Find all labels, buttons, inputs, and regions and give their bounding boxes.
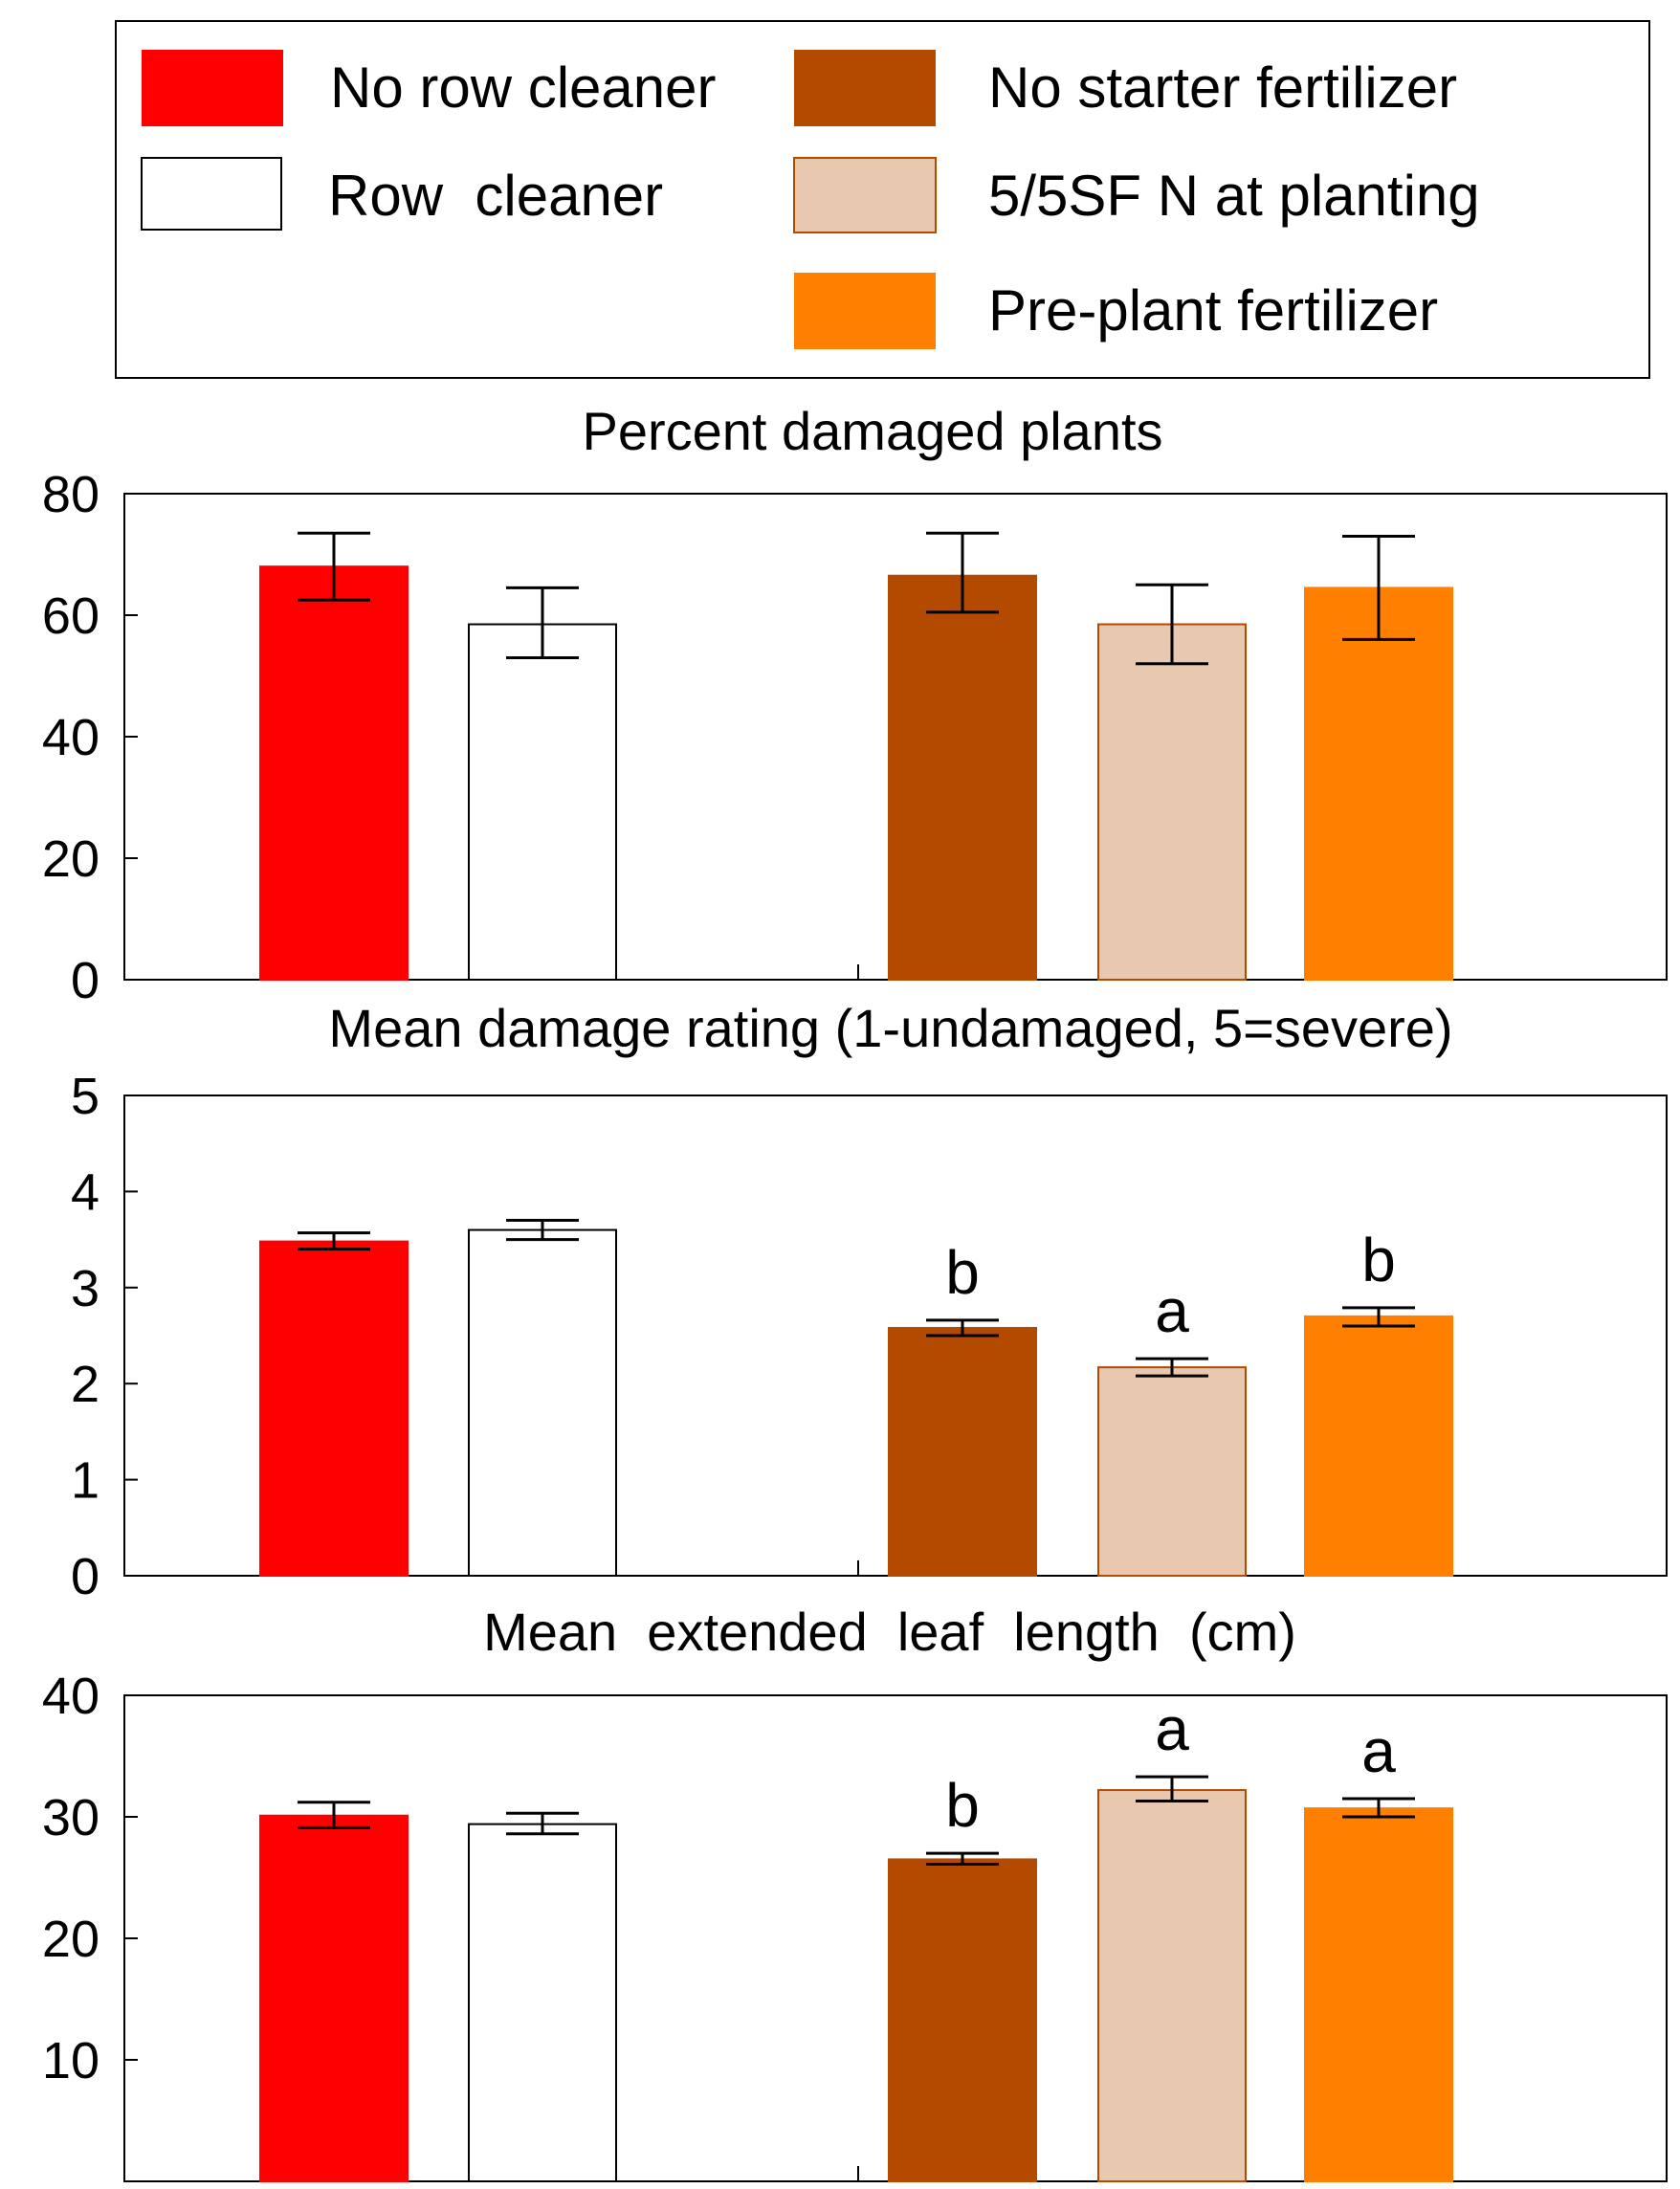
legend-swatch-no-row-cleaner [142,50,283,126]
error-bar-5-5sf-n-at-planting [1136,583,1208,666]
bar-pre-plant-fertilizer [1304,1315,1453,1578]
bar-no-starter-fertilizer [888,1326,1037,1578]
panel-damage-rating: Mean damage rating (1-undamaged, 5=sever… [71,998,1668,1605]
bar-pre-plant-fertilizer [1304,1807,1453,2182]
significance-letter-5-5sf-n-at-planting: a [1155,1694,1189,1763]
y-tick-label: 20 [42,830,99,888]
y-tick-label: 3 [71,1260,99,1317]
legend-label-sf-planting: 5/5SF N at planting [988,164,1480,228]
bars-damage-rating: bab [259,1219,1453,1578]
error-bar-5-5sf-n-at-planting [1136,1357,1208,1378]
error-bar-pre-plant-fertilizer [1342,1797,1415,1819]
y-axis-ticks-damage-rating: 0 1 2 3 4 5 [71,1068,138,1605]
panel-percent-damaged: Percent damaged plants 0 20 40 60 80 [42,401,1668,1009]
legend-swatch-preplant [794,273,936,349]
bar-no-starter-fertilizer [888,1858,1037,2182]
y-axis-ticks-percent-damaged: 0 20 40 60 80 [42,466,138,1009]
y-tick-label: 20 [42,1911,99,1968]
bar-row-cleaner [468,1823,617,2182]
bar-pre-plant-fertilizer [1304,586,1453,981]
bar-5-5sf-n-at-planting [1097,1366,1247,1577]
error-bar-no-row-cleaner [298,1231,370,1251]
bar-5-5sf-n-at-planting [1097,1789,1247,2183]
y-tick-label: 10 [42,2032,99,2090]
y-tick-label: 0 [71,1548,99,1605]
error-bar-no-starter-fertilizer [926,1318,999,1338]
y-tick-label: 80 [42,466,99,523]
error-bar-pre-plant-fertilizer [1342,1306,1415,1328]
error-bar-row-cleaner [506,586,579,659]
panel-title-percent-damaged: Percent damaged plants [582,401,1162,461]
significance-letter-pre-plant-fertilizer: b [1361,1226,1396,1294]
error-bar-row-cleaner [506,1811,579,1836]
legend-label-preplant: Pre-plant fertilizer [988,278,1438,343]
panel-title-leaf-length: Mean extended leaf length (cm) [483,1602,1296,1662]
legend-label-no-row-cleaner: No row cleaner [330,55,717,120]
significance-letter-no-starter-fertilizer: b [945,1238,980,1307]
legend-label-row-cleaner: Row cleaner [328,164,663,228]
error-bar-row-cleaner [506,1219,579,1242]
y-tick-label: 30 [42,1789,99,1846]
y-tick-label: 4 [71,1163,99,1221]
bar-no-row-cleaner [259,1814,409,2182]
y-tick-label: 40 [42,1668,99,1725]
panel-leaf-length: Mean extended leaf length (cm) 10203040 … [42,1602,1668,2183]
y-tick-label: 1 [71,1452,99,1510]
bar-no-row-cleaner [259,1240,409,1578]
bar-row-cleaner [468,623,617,982]
significance-letter-no-starter-fertilizer: b [945,1771,980,1840]
error-bar-no-starter-fertilizer [926,531,999,614]
bar-5-5sf-n-at-planting [1097,623,1247,982]
panel-title-damage-rating: Mean damage rating (1-undamaged, 5=sever… [328,998,1452,1058]
y-tick-label: 2 [71,1356,99,1413]
error-bar-pre-plant-fertilizer [1342,534,1415,641]
legend-swatch-no-starter [794,50,936,126]
bar-no-row-cleaner [259,565,409,981]
significance-letter-5-5sf-n-at-planting: a [1155,1276,1189,1345]
bar-no-starter-fertilizer [888,574,1037,981]
bar-row-cleaner [468,1228,617,1578]
bars-leaf-length: b a a [259,1694,1453,2183]
error-bar-5-5sf-n-at-planting [1136,1775,1208,1802]
y-axis-ticks-leaf-length: 10 20 30 40 [42,1668,138,2090]
y-tick-label: 40 [42,709,99,766]
legend-swatch-row-cleaner [141,157,282,231]
y-tick-label: 0 [71,952,99,1009]
significance-letter-pre-plant-fertilizer: a [1361,1716,1396,1785]
y-tick-label: 5 [71,1068,99,1125]
y-tick-label: 60 [42,587,99,645]
error-bar-no-row-cleaner [298,531,370,602]
legend-label-no-starter: No starter fertilizer [988,55,1457,120]
error-bar-no-row-cleaner [298,1801,370,1829]
legend: No row cleaner Row cleaner No starter fe… [115,20,1650,379]
legend-swatch-sf-planting [793,157,937,233]
bars-percent-damaged [259,531,1453,982]
error-bar-no-starter-fertilizer [926,1851,999,1867]
